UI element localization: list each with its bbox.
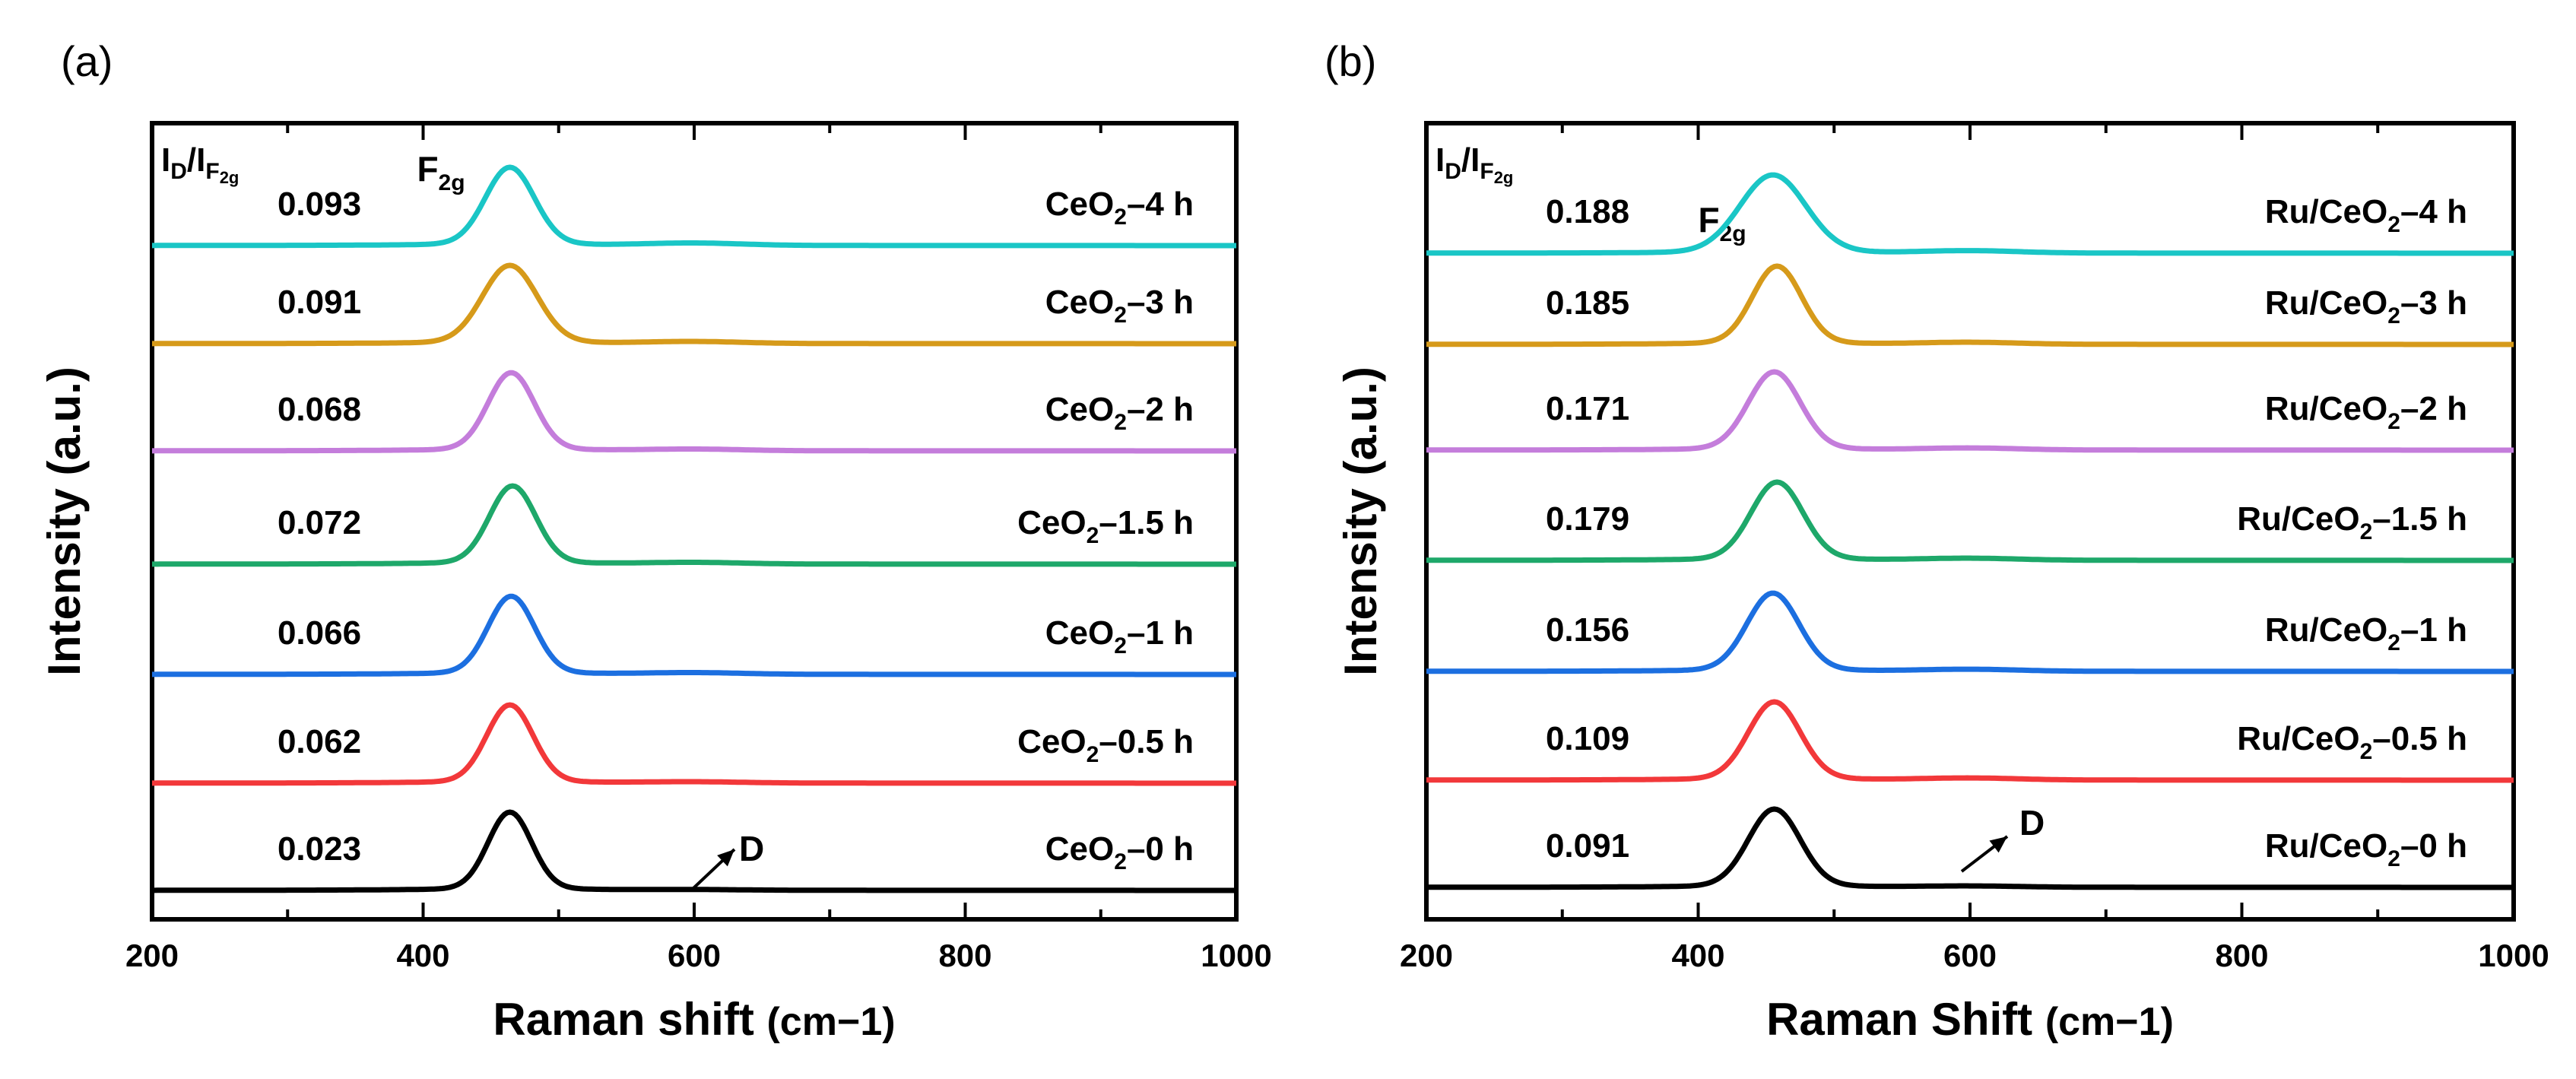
ratio-value: 0.068 — [278, 391, 361, 428]
x-tick-label: 1000 — [1201, 938, 1271, 973]
series-label: Ru/CeO2–3 h — [2265, 284, 2467, 328]
series-label: CeO2–3 h — [1045, 284, 1194, 328]
d-band-annotation: D — [2019, 803, 2045, 843]
series-label: Ru/CeO2–0.5 h — [2237, 720, 2467, 764]
ratio-value: 0.023 — [278, 830, 361, 868]
ratio-value: 0.109 — [1546, 720, 1629, 757]
ratio-header: ID/IF2g — [1436, 141, 1513, 187]
ratio-value: 0.062 — [278, 723, 361, 760]
panel-letter: (b) — [1324, 37, 1376, 85]
x-tick-label: 600 — [1943, 938, 1997, 973]
series-line — [1426, 172, 2514, 256]
x-tick-label: 400 — [396, 938, 449, 973]
y-axis-title: Intensity (a.u.) — [1335, 367, 1386, 676]
ratio-value: 0.188 — [1546, 193, 1629, 230]
x-tick-label: 200 — [1400, 938, 1453, 973]
series-line — [152, 370, 1236, 454]
x-tick-label: 1000 — [2478, 938, 2549, 973]
ratio-value: 0.072 — [278, 504, 361, 541]
d-band-arrowhead — [1989, 836, 2007, 853]
series-line — [1426, 699, 2514, 783]
panel-a: (a) 200 400 600 800 1000 Raman shift (cm−1) Int… — [39, 37, 1272, 1045]
series-label: Ru/CeO2–0 h — [2265, 827, 2467, 871]
ratio-header: ID/IF2g — [161, 141, 239, 187]
series-line — [1426, 263, 2514, 348]
ratio-value: 0.066 — [278, 614, 361, 652]
x-tick-label: 800 — [2215, 938, 2268, 973]
series-line — [1426, 590, 2514, 674]
x-axis-title: Raman shift (cm−1) — [493, 994, 895, 1045]
ratio-value: 0.156 — [1546, 611, 1629, 649]
f2g-peak-annotation: F2g — [417, 149, 465, 195]
series-label: CeO2–1 h — [1045, 614, 1194, 659]
d-band-annotation: D — [739, 829, 764, 868]
ratio-value: 0.091 — [1546, 827, 1629, 865]
y-axis-title: Intensity (a.u.) — [39, 367, 90, 676]
ratio-value: 0.093 — [278, 186, 361, 223]
series-line — [1426, 479, 2514, 563]
series-label: Ru/CeO2–1.5 h — [2237, 500, 2467, 544]
ratio-value: 0.179 — [1546, 500, 1629, 538]
series-label: Ru/CeO2–2 h — [2265, 390, 2467, 434]
series-line — [152, 262, 1236, 347]
x-axis-title: Raman Shift (cm−1) — [1766, 994, 2174, 1045]
series-label: CeO2–0.5 h — [1017, 723, 1194, 767]
series-line — [152, 164, 1236, 249]
series-label: CeO2–1.5 h — [1017, 504, 1194, 548]
ratio-value: 0.091 — [278, 284, 361, 321]
x-tick-label: 600 — [668, 938, 721, 973]
series-line — [152, 809, 1236, 893]
series-line — [152, 483, 1236, 567]
series-line — [152, 593, 1236, 678]
series-line — [152, 702, 1236, 786]
series-label: Ru/CeO2–4 h — [2265, 193, 2467, 237]
panel-b: (b) 200 400 600 800 1000 Raman Shift (cm−1) Int… — [1324, 37, 2549, 1045]
ratio-value: 0.185 — [1546, 284, 1629, 322]
series-label: Ru/CeO2–1 h — [2265, 611, 2467, 655]
x-tick-label: 400 — [1671, 938, 1724, 973]
x-tick-label: 800 — [938, 938, 991, 973]
ratio-value: 0.171 — [1546, 390, 1629, 427]
series-line — [1426, 806, 2514, 890]
x-axis-ticks — [1425, 123, 2515, 919]
x-axis-ticks — [151, 123, 1238, 919]
series-label: CeO2–0 h — [1045, 830, 1194, 874]
d-band-arrowhead — [717, 849, 734, 867]
panel-letter: (a) — [61, 37, 113, 85]
x-tick-label: 200 — [125, 938, 179, 973]
series-line — [1426, 369, 2514, 453]
series-label: CeO2–2 h — [1045, 391, 1194, 435]
series-label: CeO2–4 h — [1045, 186, 1194, 230]
